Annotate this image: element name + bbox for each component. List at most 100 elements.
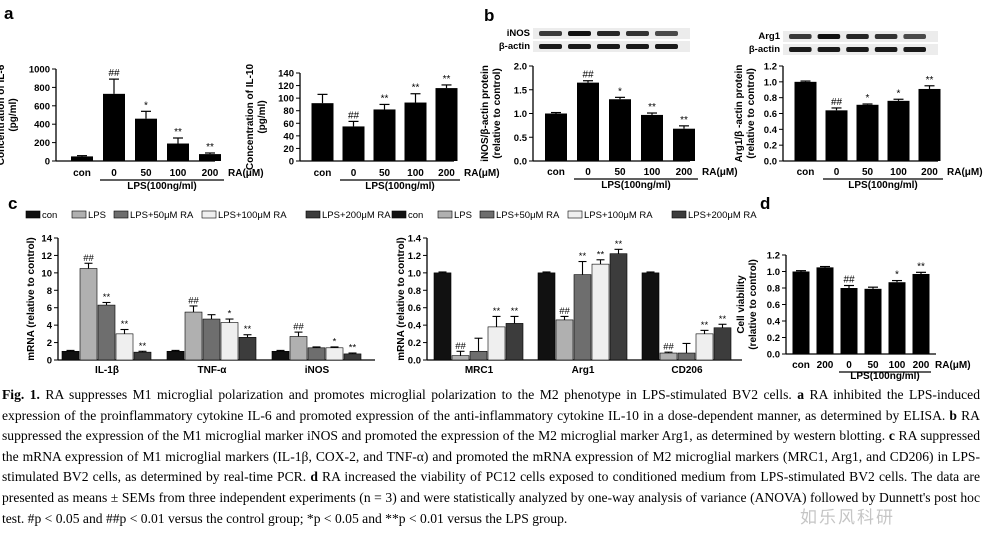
figure-caption: Fig. 1. RA suppresses M1 microglial pola…	[2, 385, 980, 529]
c2-legend-swatch	[437, 210, 453, 219]
panel-letter-d: d	[760, 194, 770, 213]
c1-legend-swatch	[201, 210, 217, 219]
c1-ytick-label: 12	[41, 251, 52, 262]
a1-ylabel-line: Concentration of IL-6	[0, 64, 7, 165]
a2-ytick-label: 80	[283, 106, 294, 117]
c2-ytick-label: 0.0	[408, 356, 421, 367]
b2-category-label: 100	[890, 167, 907, 178]
c2-bar-MRC1-LPS	[451, 355, 470, 361]
c2-bar-CD206-con	[641, 272, 660, 361]
caption-a-label: a	[797, 387, 805, 402]
b2-ylabel-line: (relative to control)	[746, 68, 757, 159]
c1-bar-TNF-α-LPS+50μM RA	[202, 318, 221, 361]
c2-sig-label: ##	[455, 341, 466, 352]
b1-blot-band	[539, 44, 562, 49]
b1-category-label: 0	[585, 167, 591, 178]
b1-blot-row-label: iNOS	[507, 28, 530, 39]
a1-ytick-label: 200	[34, 138, 50, 149]
panel-letter-c: c	[8, 194, 17, 213]
c2-ytick-label: 0.6	[408, 303, 421, 314]
b1-blot-row-label: β-actin	[499, 41, 530, 52]
c1-category-label: IL-1β	[95, 365, 119, 376]
b1-bar-0	[577, 82, 599, 161]
c1-legend-swatch	[113, 210, 129, 219]
a2-ylabel-line: (pg/ml)	[257, 100, 268, 133]
caption-fig-label: Fig. 1.	[2, 387, 40, 402]
c2-bar-MRC1-LPS+200μM RA	[505, 323, 524, 361]
a2-category-label: 0	[351, 168, 357, 179]
b1-blot-band	[655, 44, 678, 49]
b1-sig-label: *	[618, 86, 622, 97]
b2-ra-unit: RA(μM)	[947, 167, 983, 178]
d-ylabel: Cell viability(relative to control)	[736, 259, 759, 350]
c2-bar-Arg1-con	[537, 272, 556, 361]
b1-blot-band	[568, 44, 591, 49]
b1-blot-band	[655, 31, 678, 36]
d-bar-con	[792, 271, 810, 354]
c2-ytick-label: 0.4	[408, 321, 422, 332]
western-blot-images: iNOS β-actin Arg1 β-actin	[499, 28, 938, 55]
d-category-label: 0	[846, 360, 852, 371]
a1-xlabel: LPS(100ng/ml)	[127, 181, 196, 192]
c1-legend: con LPS LPS+50μM RA LPS+100μM RA LPS+200μM R…	[25, 210, 391, 221]
a2-ytick-label: 0	[289, 157, 294, 168]
a2-sig-label: **	[412, 83, 420, 94]
b1-ylabel-line: iNOS/β-actin protein	[480, 65, 491, 162]
c2-ytick-label: 1.0	[408, 268, 421, 279]
b1-bar-con	[545, 113, 567, 161]
a1-ytick-label: 600	[34, 101, 50, 112]
c1-bar-IL-1β-LPS+200μM RA	[133, 351, 152, 361]
c1-sig-label: *	[228, 309, 232, 320]
c1-bar-TNF-α-LPS	[184, 311, 203, 361]
d-category-label: con	[792, 360, 810, 371]
c2-bar-Arg1-LPS+50μM RA	[573, 274, 592, 361]
c2-bar-Arg1-LPS+200μM RA	[609, 253, 628, 361]
b2-bar-0	[825, 110, 848, 161]
d-category-label: 50	[867, 360, 879, 371]
c1-legend-label: LPS	[88, 210, 106, 221]
d-ytick-label: 1.0	[767, 267, 780, 278]
b2-ytick-label: 0.0	[764, 157, 777, 168]
c2-category-label: CD206	[671, 365, 703, 376]
a2-sig-label: ##	[348, 110, 360, 121]
b2-ytick-label: 0.8	[764, 93, 777, 104]
b2-sig-label: *	[897, 88, 901, 99]
c2-bar-MRC1-LPS+50μM RA	[469, 350, 488, 361]
a1-ylabel-line: (pg/ml)	[8, 98, 19, 131]
b2-ytick-label: 0.2	[764, 141, 777, 152]
c1-bar-TNF-α-LPS+100μM RA	[220, 322, 239, 361]
c1-ytick-label: 2	[47, 338, 52, 349]
b1-blot-band	[626, 31, 649, 36]
b1-sig-label: **	[648, 102, 656, 113]
b1-category-label: 200	[676, 167, 693, 178]
b1-bar-100	[641, 114, 663, 161]
c2-bar-CD206-LPS+100μM RA	[695, 333, 714, 361]
c1-legend-label: con	[42, 210, 57, 221]
c2-ytick-label: 0.2	[408, 338, 421, 349]
c2-legend-swatch	[567, 210, 583, 219]
b1-ytick-label: 0.0	[514, 157, 527, 168]
a2-ylabel-line: Concentration of IL-10	[245, 64, 256, 171]
c1-legend-label: LPS+50μM RA	[130, 210, 194, 221]
a2-ytick-label: 40	[283, 131, 294, 142]
d-category-label: 100	[889, 360, 906, 371]
b1-ytick-label: 0.5	[514, 133, 528, 144]
c1-ylabel-line: mRNA (relative to control)	[26, 237, 37, 361]
d-ytick-label: 0.2	[767, 333, 780, 344]
b2-bar-200	[918, 88, 941, 161]
b2-category-label: 0	[834, 167, 840, 178]
c1-sig-label: **	[244, 324, 252, 335]
d-ylabel-line: (relative to control)	[748, 259, 759, 350]
a1-category-label: 200	[202, 168, 219, 179]
c1-ytick-label: 8	[47, 286, 52, 297]
b2-blot-row-label: Arg1	[758, 31, 780, 42]
a2-bar-200	[435, 88, 458, 161]
b1-ylabel-line: (relative to control)	[492, 68, 503, 159]
d-ytick-label: 0.4	[767, 317, 781, 328]
d-ra-unit: RA(μM)	[935, 360, 971, 371]
watermark-text: 如乐风科研	[800, 508, 895, 528]
c2-sig-label: **	[701, 320, 709, 331]
c2-sig-label: **	[511, 306, 519, 317]
